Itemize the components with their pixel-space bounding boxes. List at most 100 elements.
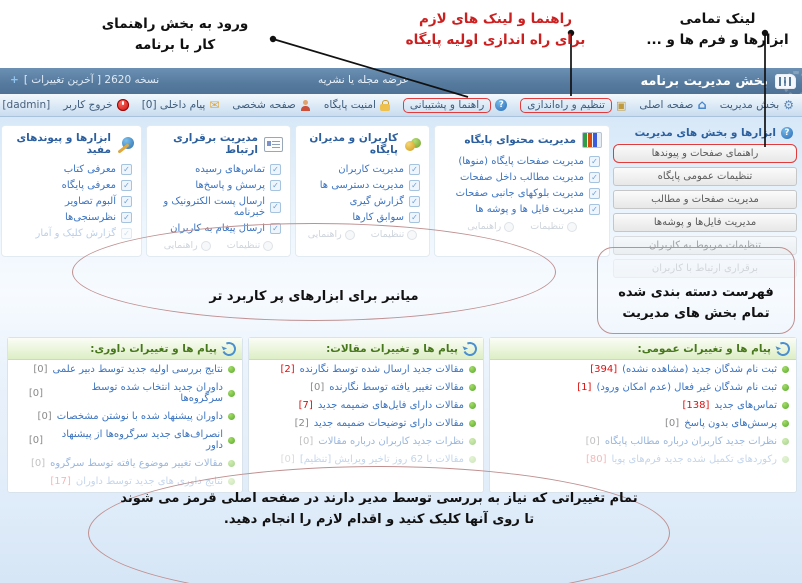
panel-link[interactable]: ✓ مدیریت صفحات پایگاه (منوها) <box>435 153 609 169</box>
status-panels: پیام ها و تغییرات عمومی: ثبت نام شدگان ج… <box>5 337 797 493</box>
toolbar-item-home[interactable]: ⌂ صفحه اصلی <box>639 99 706 112</box>
status-panel-title: پیام ها و تغییرات عمومی: <box>637 342 771 355</box>
panel-link[interactable]: ✓ معرفی پایگاه <box>2 177 141 193</box>
panel-link[interactable]: ✓ گزارش گیری <box>296 193 429 209</box>
status-link[interactable]: نظرات جدید کاربران درباره مطالب پایگاه <box>604 436 777 447</box>
toolbar-label-highlighted: تنظیم و راه‌اندازی <box>520 97 612 113</box>
status-link[interactable]: پرسش‌های بدون پاسخ <box>684 418 777 429</box>
main-toolbar: ⚙ بخش مدیریت ⌂ صفحه اصلی ▣ تنظیم و راه‌ا… <box>0 94 802 117</box>
bullet-icon <box>782 366 789 373</box>
main-panels: مدیریت محتوای پایگاه ✓ مدیریت صفحات پایگا… <box>1 125 610 257</box>
status-link[interactable]: ثبت نام شدگان غیر فعال (عدم امکان ورود) <box>596 382 777 393</box>
settings-link[interactable]: تنظیمات <box>227 240 274 251</box>
checkbox-icon: ✓ <box>121 196 132 207</box>
status-count: [0] <box>299 436 314 447</box>
panel-link[interactable]: ✓ معرفی کتاب <box>2 161 141 177</box>
status-panel-header: پیام ها و تغییرات مقالات: <box>249 338 483 360</box>
panel-users-admins: کاربران و مدیران پایگاه ✓ مدیریت کاربران … <box>295 125 430 257</box>
status-count: [2] <box>294 418 309 429</box>
status-link[interactable]: مقالات تغییر یافته توسط نگارنده <box>329 382 464 393</box>
status-link[interactable]: تماس‌های جدید <box>714 400 777 411</box>
panel-link[interactable]: ✓ مدیریت بلوکهای جانبی صفحات <box>435 185 609 201</box>
settings-link[interactable]: تنظیمات <box>530 221 577 232</box>
panel-link[interactable]: ✓ مدیریت فایل ها و پوشه ها <box>435 201 609 217</box>
toolbar-item-help-support[interactable]: ? راهنما و پشتیبانی <box>402 97 508 113</box>
panel-header: کاربران و مدیران پایگاه <box>296 126 429 161</box>
guide-link[interactable]: راهنمایی <box>467 221 515 232</box>
status-link[interactable]: مقالات تغییر موضوع یافته توسط سرگروه <box>50 458 223 469</box>
panel-footer: تنظیمات راهنمایی <box>296 225 429 242</box>
status-panel-general: پیام ها و تغییرات عمومی: ثبت نام شدگان ج… <box>489 337 797 493</box>
status-link[interactable]: مقالات دارای توضیحات ضمیمه جدید <box>313 418 464 429</box>
toolbar-item-setup[interactable]: ▣ تنظیم و راه‌اندازی <box>520 97 626 113</box>
status-link[interactable]: انصراف‌های جدید سرگروه‌ها از پیشنهاد داو… <box>61 429 223 451</box>
toolbar-item-logout[interactable]: خروج کاربر <box>63 99 129 111</box>
checkbox-icon: ✓ <box>121 180 132 191</box>
checkbox-icon: ✓ <box>270 180 281 191</box>
status-link[interactable]: ثبت نام شدگان جدید (مشاهده نشده) <box>622 364 777 375</box>
sidebar-item-files-folders[interactable]: مدیریت فایل‌ها و پوشه‌ها <box>613 213 797 232</box>
guide-link[interactable]: راهنمایی <box>164 240 211 251</box>
status-link[interactable]: نتایج داوری های جدید توسط داوران <box>75 476 223 487</box>
panel-link[interactable]: ✓ آلبوم تصاویر <box>2 193 141 209</box>
sidebar-item-general-settings[interactable]: تنظیمات عمومی پایگاه <box>613 167 797 186</box>
bullet-icon <box>228 366 235 373</box>
panel-content-management: مدیریت محتوای پایگاه ✓ مدیریت صفحات پایگا… <box>434 125 610 257</box>
sidebar-item-pages-links-guide[interactable]: راهنمای صفحات و پیوندها <box>613 144 797 163</box>
bullet-icon <box>782 438 789 445</box>
sidebar-item-user-settings[interactable]: تنظیمات مربوط به کاربران <box>613 236 797 255</box>
status-panel-title: پیام ها و تغییرات مقالات: <box>326 342 458 355</box>
toolbar-item-personal-page[interactable]: صفحه شخصی <box>232 99 310 111</box>
toolbar-item-site-security[interactable]: امنیت پایگاه <box>324 99 390 111</box>
status-link[interactable]: رکوردهای تکمیل شده جدید فرم‌های پویا <box>611 454 777 465</box>
status-count: [17] <box>50 476 71 487</box>
status-row: رکوردهای تکمیل شده جدید فرم‌های پویا [80] <box>490 450 796 468</box>
lock-icon <box>379 99 390 111</box>
refresh-icon <box>774 339 792 358</box>
status-row: مقالات جدید ارسال شده توسط نگارنده [2] <box>249 360 483 378</box>
panel-footer: تنظیمات راهنمایی <box>435 217 609 234</box>
status-count: [80] <box>585 454 607 465</box>
panel-link[interactable]: ✓ سوابق کارها <box>296 209 429 225</box>
status-link[interactable]: نظرات جدید کاربران درباره مقالات <box>318 436 464 447</box>
home-icon: ⌂ <box>697 97 707 113</box>
toolbar-label: پیام داخلی [0] <box>141 99 206 111</box>
status-row: نظرات جدید کاربران درباره مقالات [0] <box>249 432 483 450</box>
settings-link[interactable]: تنظیمات <box>371 229 418 240</box>
checkbox-icon: ✓ <box>270 223 281 234</box>
guide-link[interactable]: راهنمایی <box>308 229 355 240</box>
toolbar-item-admin-section[interactable]: ⚙ بخش مدیریت <box>720 99 794 111</box>
status-link[interactable]: نتایج بررسی اولیه جدید توسط دبیر علمی <box>52 364 223 375</box>
panel-link[interactable]: ✓ مدیریت مطالب داخل صفحات <box>435 169 609 185</box>
toolbar-label: خروج کاربر <box>63 99 113 111</box>
panel-link[interactable]: ✓ مدیریت دسترسی ها <box>296 177 429 193</box>
panel-title: مدیریت محتوای پایگاه <box>464 134 576 146</box>
bullet-icon <box>782 456 789 463</box>
status-link[interactable]: داوران جدید انتخاب شده توسط سرگروه‌ها <box>91 382 223 404</box>
status-count: [0] <box>585 436 600 447</box>
status-count: [7] <box>298 400 313 411</box>
panel-link[interactable]: ✓ گزارش کلیک و آمار <box>2 225 141 241</box>
status-link[interactable]: داوران پیشنهاد شده با نوشتن مشخصات <box>56 411 223 422</box>
panel-link[interactable]: ✓ ارسال پست الکترونیک و خبرنامه <box>147 193 290 220</box>
panel-link[interactable]: ✓ مدیریت کاربران <box>296 161 429 177</box>
toolbar-label: صفحه شخصی <box>232 99 296 111</box>
panel-link[interactable]: ✓ ارسال پیغام به کاربران <box>147 220 290 236</box>
status-link[interactable]: مقالات جدید ارسال شده توسط نگارنده <box>299 364 464 375</box>
panel-link[interactable]: ✓ نظرسنجی‌ها <box>2 209 141 225</box>
username-label: [dadmin] <box>2 99 51 111</box>
status-link[interactable]: مقالات با 62 روز تاخیر ویرایش [تنظیم] <box>299 454 464 465</box>
refresh-icon <box>220 339 238 358</box>
envelope-icon: ✉ <box>209 98 220 112</box>
expand-plus-icon[interactable]: + <box>10 74 19 86</box>
status-count: [0] <box>310 382 325 393</box>
sidebar-item-user-communication[interactable]: برقراری ارتباط با کاربران <box>613 259 797 278</box>
toolbar-label: صفحه اصلی <box>639 99 694 111</box>
toolbar-item-internal-messages[interactable]: ✉ پیام داخلی [0] <box>142 99 220 111</box>
status-link[interactable]: مقالات دارای فایل‌های ضمیمه جدید <box>317 400 464 411</box>
panel-link[interactable]: ✓ تماس‌های رسیده <box>147 161 290 177</box>
panel-header: ابزارها و پیوندهای مفید <box>2 126 141 161</box>
sidebar-item-pages-content[interactable]: مدیریت صفحات و مطالب <box>613 190 797 209</box>
panel-link[interactable]: ✓ پرسش و پاسخ‌ها <box>147 177 290 193</box>
